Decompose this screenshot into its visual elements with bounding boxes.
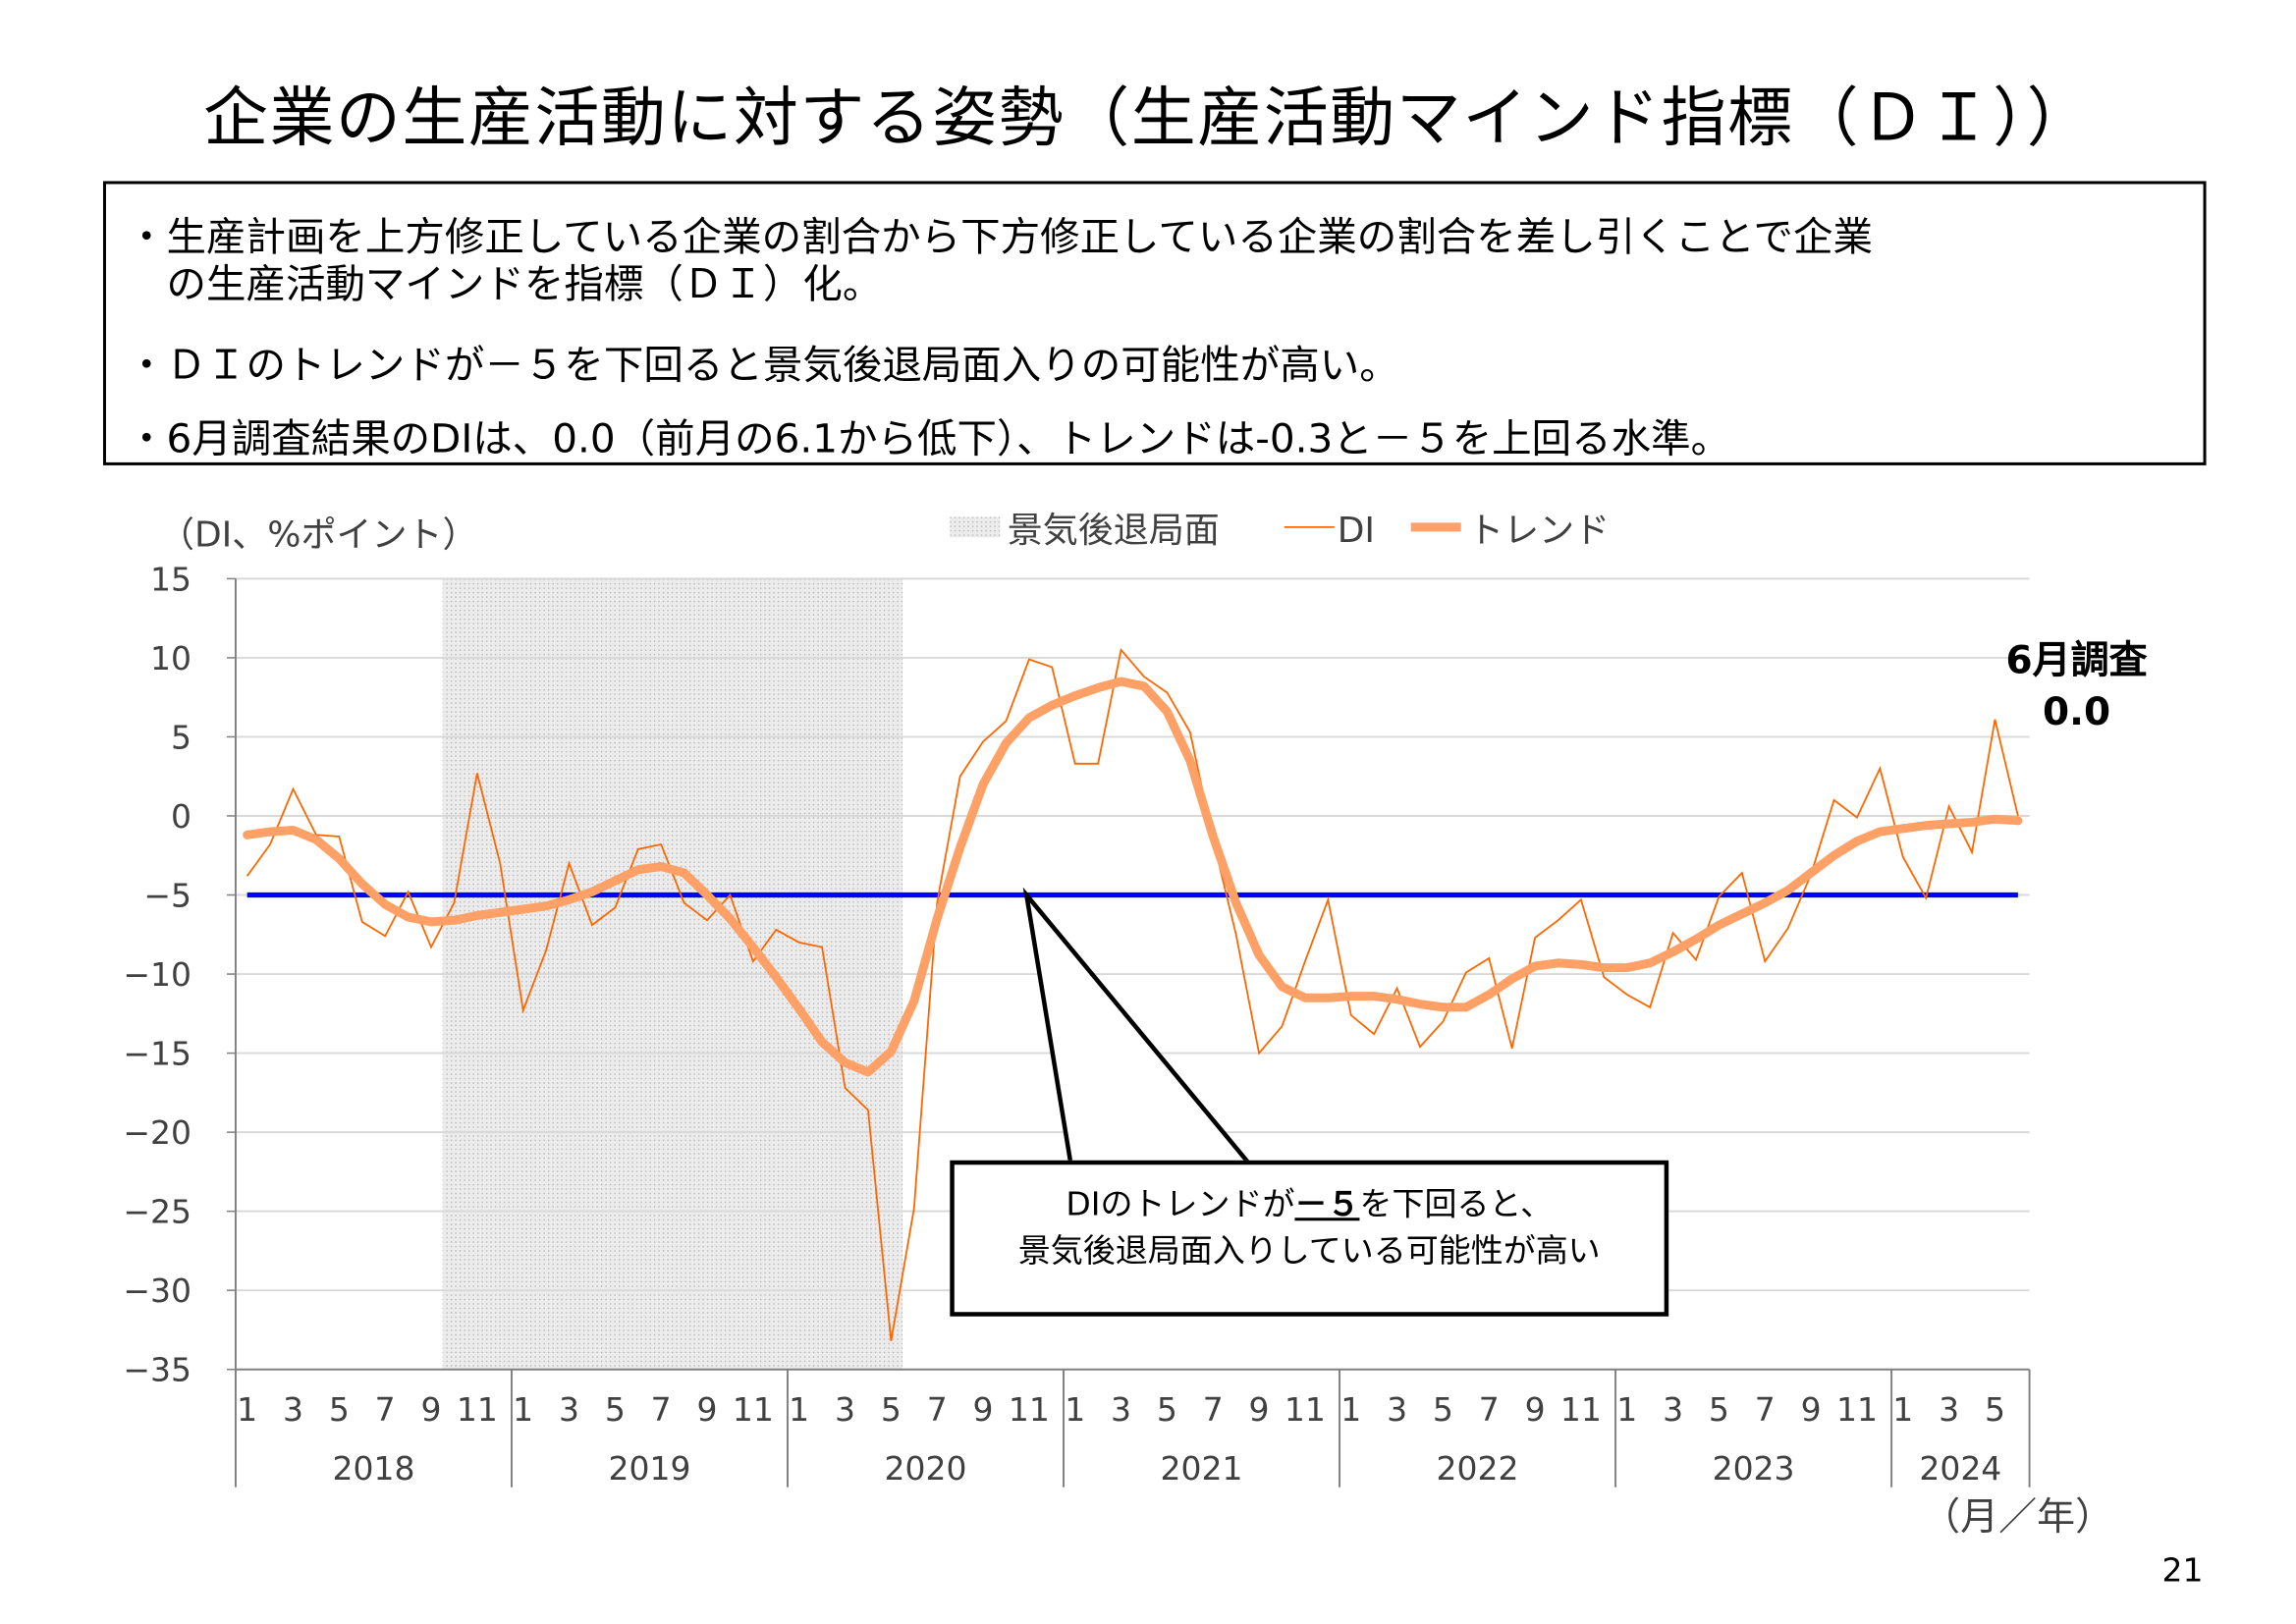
callout-line1: DIのトレンドが－５を下回ると、 bbox=[955, 1182, 1665, 1229]
x-tick-label: 11 bbox=[1836, 1390, 1878, 1429]
summary-line: ・ＤＩのトレンドが－５を下回ると景気後退局面入りの可能性が高い。 bbox=[126, 343, 1399, 389]
y-tick-label: −5 bbox=[143, 877, 191, 915]
x-tick-label: 9 bbox=[1801, 1390, 1822, 1429]
legend-recession-swatch bbox=[950, 516, 1001, 538]
summary-box: ・生産計画を上方修正している企業の割合から下方修正している企業の割合を差し引くこ… bbox=[102, 181, 2207, 465]
legend-recession-label: 景気後退局面 bbox=[1008, 511, 1220, 551]
page-title: 企業の生産活動に対する姿勢（生産活動マインド指標（ＤＩ）） bbox=[202, 81, 2094, 156]
x-tick-label: 3 bbox=[835, 1390, 855, 1429]
year-label: 2018 bbox=[332, 1449, 414, 1488]
x-tick-label: 11 bbox=[457, 1390, 498, 1429]
y-tick-label: −20 bbox=[123, 1113, 191, 1152]
legend-trend-label: トレンド bbox=[1468, 511, 1610, 551]
x-tick-label: 3 bbox=[1939, 1390, 1959, 1429]
x-tick-label: 7 bbox=[1479, 1390, 1500, 1429]
x-tick-label: 9 bbox=[421, 1390, 442, 1429]
callout-line2: 景気後退局面入りしている可能性が高い bbox=[1017, 1233, 1601, 1272]
x-tick-label: 9 bbox=[1525, 1390, 1546, 1429]
year-label: 2021 bbox=[1161, 1449, 1243, 1488]
x-tick-label: 1 bbox=[1616, 1390, 1637, 1429]
y-tick-label: −30 bbox=[123, 1272, 191, 1310]
x-tick-label: 9 bbox=[1249, 1390, 1270, 1429]
x-tick-label: 5 bbox=[605, 1390, 626, 1429]
x-tick-label: 3 bbox=[1387, 1390, 1407, 1429]
x-tick-label: 1 bbox=[237, 1390, 257, 1429]
x-tick-label: 7 bbox=[375, 1390, 396, 1429]
page-number: 21 bbox=[2161, 1553, 2204, 1591]
x-tick-label: 5 bbox=[881, 1390, 902, 1429]
callout-text: DIのトレンドが bbox=[1066, 1186, 1295, 1224]
summary-line: ・生産計画を上方修正している企業の割合から下方修正している企業の割合を差し引くこ… bbox=[126, 214, 1873, 261]
y-tick-label: −25 bbox=[123, 1193, 191, 1231]
x-tick-label: 11 bbox=[733, 1390, 774, 1429]
latest-annotation: 6月調査 0.0 bbox=[1995, 630, 2158, 734]
x-tick-label: 3 bbox=[1111, 1390, 1131, 1429]
y-tick-label: −10 bbox=[123, 955, 191, 994]
year-label: 2023 bbox=[1713, 1449, 1795, 1488]
callout-text: を下回ると、 bbox=[1359, 1186, 1554, 1224]
y-tick-label: 15 bbox=[150, 560, 191, 598]
x-tick-label: 9 bbox=[697, 1390, 718, 1429]
y-tick-label: 0 bbox=[171, 797, 191, 836]
x-tick-label: 3 bbox=[559, 1390, 579, 1429]
year-label: 2022 bbox=[1437, 1449, 1519, 1488]
annotation-value: 0.0 bbox=[2043, 690, 2111, 735]
x-tick-label: 3 bbox=[1663, 1390, 1683, 1429]
y-tick-label: 10 bbox=[150, 639, 191, 677]
summary-line: ・6月調査結果のDIは、0.0（前月の6.1から低下）、トレンドは-0.3と－５… bbox=[126, 416, 1731, 462]
series-di-line bbox=[246, 647, 2019, 1341]
x-tick-label: 7 bbox=[927, 1390, 948, 1429]
x-tick-label: 11 bbox=[1285, 1390, 1326, 1429]
x-tick-label: 5 bbox=[1709, 1390, 1729, 1429]
year-label: 2019 bbox=[609, 1449, 691, 1488]
x-tick-label: 11 bbox=[1560, 1390, 1602, 1429]
x-tick-label: 5 bbox=[1433, 1390, 1453, 1429]
callout-box: DIのトレンドが－５を下回ると、 景気後退局面入りしている可能性が高い bbox=[950, 1160, 1669, 1317]
y-tick-label: −15 bbox=[123, 1035, 191, 1073]
x-tick-label: 9 bbox=[973, 1390, 994, 1429]
x-tick-label: 3 bbox=[283, 1390, 303, 1429]
year-label: 2024 bbox=[1919, 1449, 2001, 1488]
x-tick-label: 11 bbox=[1009, 1390, 1050, 1429]
callout-threshold: －５ bbox=[1294, 1186, 1360, 1224]
x-tick-label: 1 bbox=[789, 1390, 809, 1429]
y-tick-label: −35 bbox=[123, 1351, 191, 1389]
year-label: 2020 bbox=[885, 1449, 967, 1488]
legend-di-label: DI bbox=[1338, 511, 1375, 551]
x-tick-label: 5 bbox=[329, 1390, 350, 1429]
x-tick-label: 5 bbox=[1157, 1390, 1177, 1429]
y-axis-label: （DI、%ポイント） bbox=[158, 514, 478, 556]
y-tick-label: 5 bbox=[171, 718, 191, 756]
x-tick-label: 1 bbox=[1340, 1390, 1361, 1429]
x-axis-label: （月／年） bbox=[1922, 1495, 2114, 1541]
series-trend-line bbox=[243, 677, 2023, 1077]
x-tick-label: 1 bbox=[513, 1390, 533, 1429]
x-tick-label: 7 bbox=[1755, 1390, 1776, 1429]
annotation-title: 6月調査 bbox=[2005, 638, 2148, 683]
x-tick-label: 1 bbox=[1892, 1390, 1913, 1429]
summary-line: の生産活動マインドを指標（ＤＩ）化。 bbox=[126, 261, 883, 308]
x-tick-label: 1 bbox=[1065, 1390, 1085, 1429]
x-tick-label: 7 bbox=[1203, 1390, 1224, 1429]
x-tick-label: 7 bbox=[651, 1390, 672, 1429]
x-tick-label: 5 bbox=[1985, 1390, 2005, 1429]
callout-pointer bbox=[1022, 887, 1254, 1166]
